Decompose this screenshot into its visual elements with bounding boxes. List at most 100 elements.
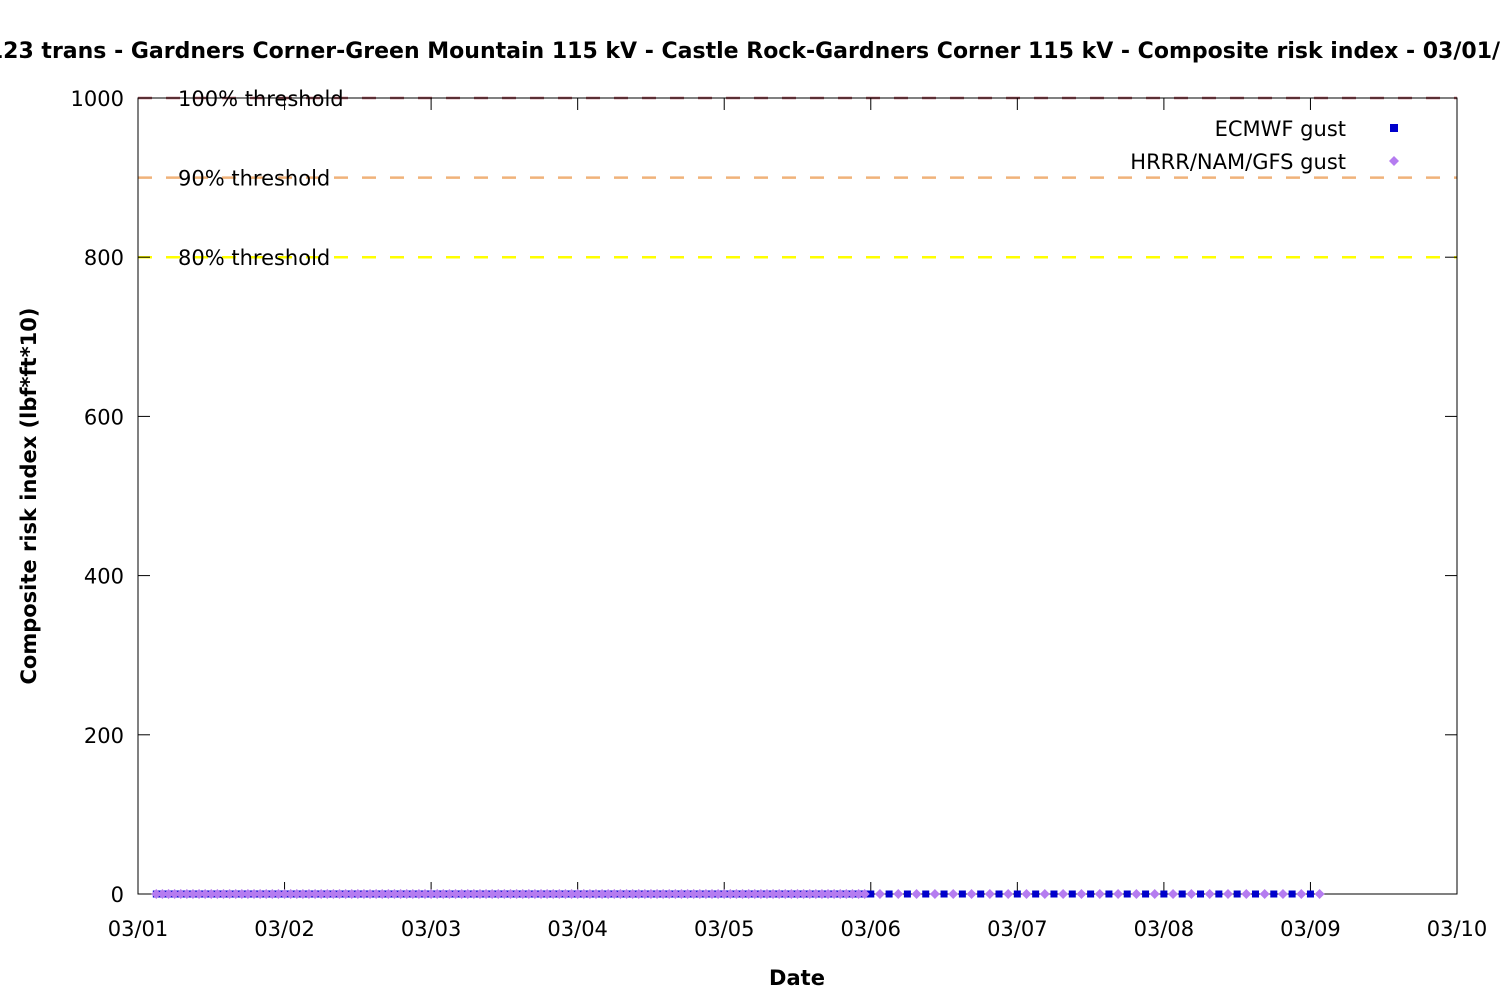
data-point xyxy=(847,889,858,899)
x-tick-label: 03/03 xyxy=(401,917,462,941)
data-point xyxy=(255,889,266,899)
data-point xyxy=(200,889,211,899)
data-point xyxy=(584,889,595,899)
data-point xyxy=(536,889,547,899)
data-point xyxy=(401,889,412,899)
data-point xyxy=(804,889,815,899)
x-axis: 03/01 03/02 03/03 03/04 03/05 03/06 03/07 03/08… xyxy=(108,98,1488,941)
data-point xyxy=(316,889,327,899)
data-point xyxy=(322,889,333,899)
data-point xyxy=(929,889,940,899)
data-point xyxy=(853,889,864,899)
x-tick-label: 03/04 xyxy=(547,917,608,941)
x-tick-label: 03/02 xyxy=(254,917,315,941)
data-point xyxy=(505,889,516,899)
plot-frame xyxy=(137,97,1458,895)
data-point xyxy=(867,890,875,898)
data-point xyxy=(334,889,345,899)
y-tick-label: 200 xyxy=(84,724,124,748)
data-point xyxy=(249,889,260,899)
data-point xyxy=(948,889,959,899)
threshold-label: 100% threshold xyxy=(178,87,344,111)
data-point xyxy=(511,889,522,899)
data-point xyxy=(499,889,510,899)
data-point xyxy=(761,889,772,899)
data-point xyxy=(1039,889,1050,899)
data-point xyxy=(1197,890,1205,898)
data-point xyxy=(823,889,834,899)
data-point xyxy=(163,889,174,899)
data-point xyxy=(1186,889,1197,899)
data-point xyxy=(786,889,797,899)
data-point xyxy=(731,889,742,899)
data-point xyxy=(450,889,461,899)
data-point xyxy=(438,889,449,899)
data-point xyxy=(859,889,870,899)
data-point xyxy=(328,889,339,899)
data-point xyxy=(310,889,321,899)
x-tick-label: 03/10 xyxy=(1427,917,1488,941)
data-point xyxy=(609,889,620,899)
data-point xyxy=(529,889,540,899)
data-point xyxy=(1058,889,1069,899)
data-point xyxy=(493,889,504,899)
data-point xyxy=(621,889,632,899)
data-point xyxy=(1204,889,1215,899)
data-point xyxy=(1032,890,1040,898)
data-point xyxy=(922,890,930,898)
y-tick-label: 400 xyxy=(84,565,124,589)
data-point xyxy=(560,889,571,899)
data-point xyxy=(1003,889,1014,899)
data-point xyxy=(1050,890,1058,898)
data-point xyxy=(456,889,467,899)
data-point xyxy=(639,889,650,899)
data-point xyxy=(633,889,644,899)
data-point xyxy=(984,889,995,899)
data-point xyxy=(645,889,656,899)
data-point xyxy=(1168,889,1179,899)
data-point xyxy=(1251,890,1259,898)
data-point xyxy=(977,890,985,898)
data-point xyxy=(303,889,314,899)
data-point xyxy=(468,889,479,899)
data-point xyxy=(885,890,893,898)
data-point xyxy=(444,889,455,899)
data-point xyxy=(285,889,296,899)
x-tick-label: 03/07 xyxy=(987,917,1048,941)
data-point xyxy=(206,889,217,899)
data-point xyxy=(768,889,779,899)
x-axis-label: Date xyxy=(769,966,825,990)
legend-entry-label: HRRR/NAM/GFS gust xyxy=(1130,150,1346,174)
data-point xyxy=(597,889,608,899)
data-point xyxy=(816,889,827,899)
data-point xyxy=(1288,890,1296,898)
data-point xyxy=(578,889,589,899)
data-point xyxy=(420,889,431,899)
data-point xyxy=(627,889,638,899)
data-point xyxy=(291,889,302,899)
data-point xyxy=(874,889,885,899)
data-point xyxy=(261,889,272,899)
data-point xyxy=(1087,890,1095,898)
data-point xyxy=(749,889,760,899)
data-point xyxy=(1233,890,1241,898)
data-point xyxy=(487,889,498,899)
data-point xyxy=(365,889,376,899)
x-tick-label: 03/06 xyxy=(841,917,902,941)
data-point xyxy=(1021,889,1032,899)
data-point xyxy=(590,889,601,899)
data-point xyxy=(893,889,904,899)
data-point xyxy=(707,889,718,899)
data-point xyxy=(523,889,534,899)
data-point xyxy=(713,889,724,899)
data-point xyxy=(615,889,626,899)
data-point xyxy=(792,889,803,899)
data-point xyxy=(346,889,357,899)
data-point xyxy=(670,889,681,899)
threshold-lines: 100% threshold 90% threshold 80% threshold xyxy=(138,87,1457,270)
data-point xyxy=(829,889,840,899)
data-point xyxy=(175,889,186,899)
data-point xyxy=(1270,890,1278,898)
data-point xyxy=(358,889,369,899)
